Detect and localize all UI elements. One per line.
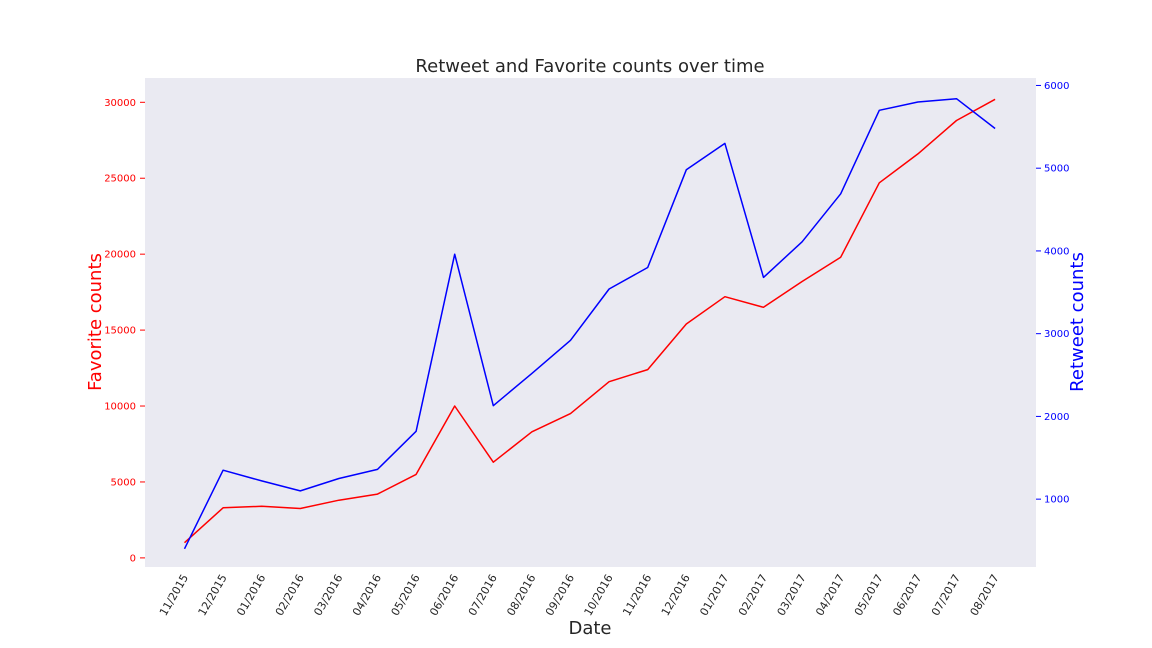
x-tick-label: 05/2016 (389, 572, 423, 618)
x-axis-ticks: 11/2015 12/2015 01/2016 02/2016 03/2016 04/20… (157, 572, 1002, 618)
y-right-tick-label: 5000 (1044, 164, 1069, 175)
x-tick-label: 07/2016 (466, 572, 500, 618)
plot-area (145, 78, 1036, 567)
y-right-tick-label: 1000 (1044, 495, 1069, 506)
y-left-tick-label: 0 (130, 553, 136, 564)
x-tick-label: 04/2017 (813, 572, 847, 618)
x-tick-label: 12/2016 (659, 572, 693, 618)
x-tick-label: 09/2016 (543, 572, 577, 618)
x-tick-label: 04/2016 (350, 572, 384, 618)
x-axis-label: Date (568, 618, 611, 639)
y-left-tick-label: 10000 (104, 402, 136, 413)
x-tick-label: 06/2017 (890, 572, 924, 618)
x-tick-label: 05/2017 (852, 572, 886, 618)
y-left-tick-label: 30000 (104, 98, 136, 109)
x-tick-label: 12/2015 (196, 572, 230, 618)
retweet-counts-line (183, 97, 996, 550)
favorite-counts-line (183, 98, 996, 544)
y-left-tick-label: 15000 (104, 326, 136, 337)
x-tick-label: 03/2017 (775, 572, 809, 618)
x-tick-label: 11/2016 (620, 572, 654, 618)
x-tick-label: 08/2017 (968, 572, 1002, 618)
series-layer (183, 97, 996, 550)
y-axis-left-ticks: 0 5000 10000 15000 20000 25000 30000 (104, 98, 145, 564)
x-tick-label: 08/2016 (504, 572, 538, 618)
x-tick-label: 03/2016 (311, 572, 345, 618)
y-right-tick-label: 4000 (1044, 246, 1069, 257)
y-left-tick-label: 20000 (104, 250, 136, 261)
y-axis-left-label: Favorite counts (85, 253, 106, 391)
y-axis-right-ticks: 1000 2000 3000 4000 5000 6000 (1036, 81, 1069, 506)
x-tick-label: 01/2017 (697, 572, 731, 618)
y-left-tick-label: 25000 (104, 174, 136, 185)
x-tick-label: 06/2016 (427, 572, 461, 618)
x-tick-label: 01/2016 (234, 572, 268, 618)
y-left-tick-label: 5000 (111, 477, 136, 488)
x-tick-label: 02/2016 (273, 572, 307, 618)
chart-title: Retweet and Favorite counts over time (415, 56, 764, 77)
x-tick-label: 10/2016 (582, 572, 616, 618)
y-right-tick-label: 6000 (1044, 81, 1069, 92)
x-tick-label: 07/2017 (929, 572, 963, 618)
y-axis-right-label: Retweet counts (1067, 252, 1088, 392)
x-tick-label: 02/2017 (736, 572, 770, 618)
x-tick-label: 11/2015 (157, 572, 191, 618)
y-right-tick-label: 2000 (1044, 412, 1069, 423)
y-right-tick-label: 3000 (1044, 329, 1069, 340)
